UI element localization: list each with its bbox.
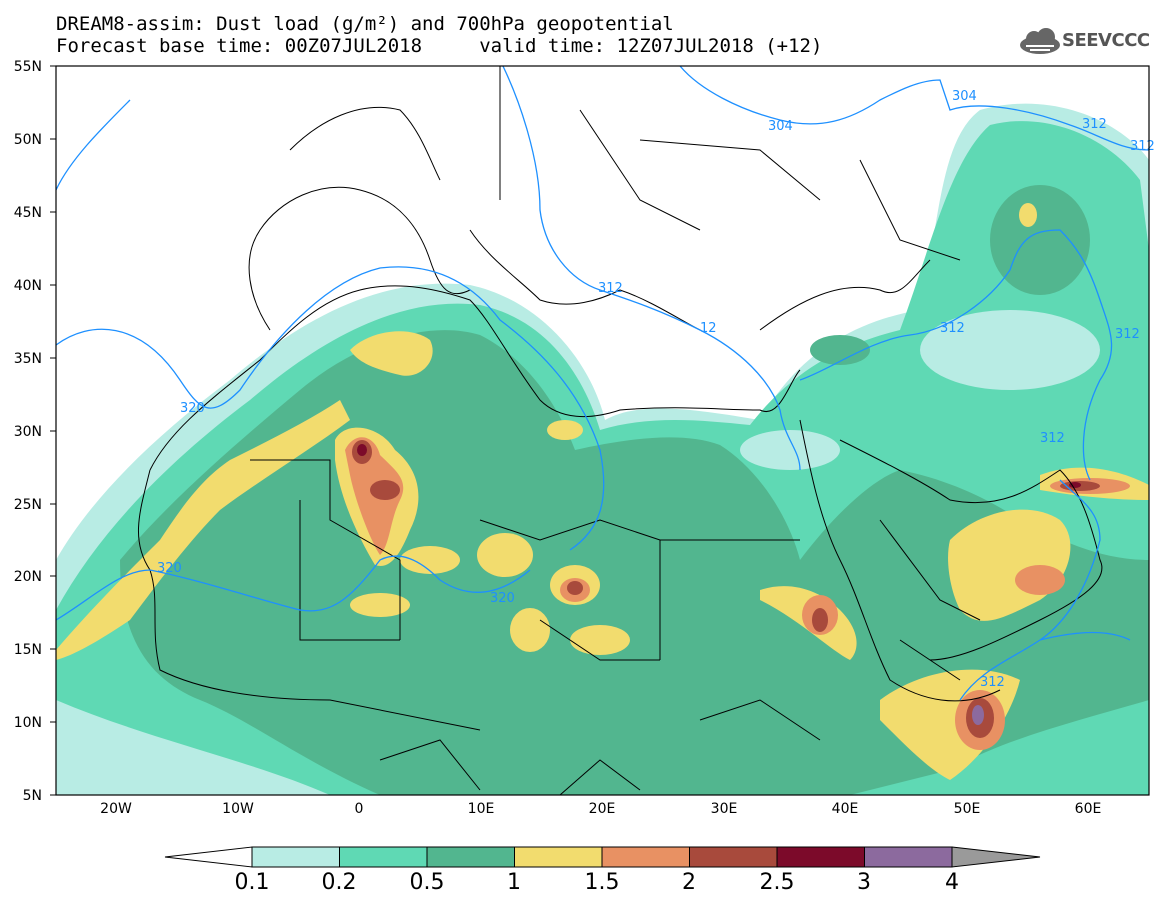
dust-patch	[1015, 565, 1065, 595]
lat-tick-label: 5N	[23, 788, 42, 804]
colorbar-cell	[776, 846, 865, 868]
lon-tick-label: 0	[355, 801, 364, 817]
colorbar-over-arrow	[951, 846, 1041, 868]
lon-tick-label: 60E	[1075, 801, 1102, 817]
lat-tick-label: 15N	[14, 642, 42, 658]
colorbar-label: 0.2	[321, 870, 357, 895]
colorbar-cell	[689, 846, 778, 868]
map-title: DREAM8-assim: Dust load (g/m²) and 700hP…	[56, 13, 674, 35]
map-subtitle: Forecast base time: 00Z07JUL2018 valid t…	[56, 35, 823, 57]
colorbar-label: 1	[507, 870, 521, 895]
contour-label: 312	[1082, 117, 1107, 132]
dust-patch	[477, 533, 533, 577]
lon-tick-label: 30E	[711, 801, 738, 817]
dust-patch	[1019, 203, 1037, 227]
contour-label: 312	[1040, 431, 1065, 446]
contour-label: 304	[768, 119, 793, 134]
colorbar-label: 4	[945, 870, 959, 895]
colorbar-label: 2	[682, 870, 696, 895]
lat-axis: 55N 50N 45N 40N 35N 30N 25N 20N 15N 10N …	[14, 59, 42, 804]
contour-label: 312	[598, 281, 623, 296]
colorbar-cell	[426, 846, 515, 868]
colorbar-label: 0.5	[409, 870, 445, 895]
colorbar-label: 1.5	[584, 870, 620, 895]
lat-tick-label: 20N	[14, 569, 42, 585]
contour-label: 320	[490, 591, 515, 606]
coastlines	[138, 66, 1103, 795]
lon-tick-label: 40E	[832, 801, 859, 817]
colorbar-cell	[864, 846, 953, 868]
dust-patch	[567, 581, 583, 595]
geopotential-contours	[56, 66, 1149, 701]
contour-label: 312	[940, 321, 965, 336]
dust-level-1	[350, 331, 433, 376]
colorbar-label: 0.1	[234, 870, 270, 895]
dust-patch	[510, 608, 550, 652]
lat-tick-label: 10N	[14, 715, 42, 731]
dust-patch	[370, 480, 400, 500]
contour-label: 312	[980, 675, 1005, 690]
contour-label: 12	[700, 321, 717, 336]
lon-tick-label: 20E	[589, 801, 616, 817]
colorbar	[164, 846, 1041, 868]
dust-patch	[810, 335, 870, 365]
lat-tick-label: 50N	[14, 132, 42, 148]
dust-level-1	[56, 400, 350, 660]
lon-axis: 20W 10W 0 10E 20E 30E 40E 50E 60E	[100, 801, 1101, 817]
dust-patch	[972, 705, 984, 725]
colorbar-cells	[251, 846, 953, 868]
dust-patch	[357, 444, 367, 456]
colorbar-cell	[251, 846, 340, 868]
contour-label: 312	[1115, 327, 1140, 342]
dust-patch	[547, 420, 583, 440]
contour-label: 320	[180, 401, 205, 416]
colorbar-label: 3	[857, 870, 871, 895]
contour-label: 320	[157, 561, 182, 576]
colorbar-cell	[339, 846, 428, 868]
contour-label: 304	[952, 89, 977, 104]
dust-patch	[570, 625, 630, 655]
dust-patch	[920, 310, 1100, 390]
dust-patch	[990, 185, 1090, 295]
cloud-icon	[1020, 28, 1060, 54]
logo-text: SEEVCCC	[1062, 30, 1150, 51]
dust-fields	[56, 103, 1149, 795]
lon-tick-label: 10E	[468, 801, 495, 817]
colorbar-cell	[514, 846, 603, 868]
lat-tick-label: 40N	[14, 278, 42, 294]
colorbar-label: 2.5	[759, 870, 795, 895]
lat-tick-label: 25N	[14, 497, 42, 513]
dust-patch	[400, 546, 460, 574]
dust-patch	[812, 608, 828, 632]
dust-patch	[350, 593, 410, 617]
lat-tick-label: 30N	[14, 424, 42, 440]
lon-tick-label: 20W	[100, 801, 132, 817]
colorbar-cell	[601, 846, 690, 868]
lat-tick-label: 45N	[14, 205, 42, 221]
contour-label: 312	[1130, 139, 1155, 154]
lat-ticks	[50, 65, 56, 796]
dust-patch	[1069, 482, 1081, 488]
lon-tick-label: 50E	[954, 801, 981, 817]
seevccc-logo	[1020, 28, 1060, 54]
lat-tick-label: 35N	[14, 351, 42, 367]
colorbar-under-arrow	[164, 846, 253, 868]
lat-tick-label: 55N	[14, 59, 42, 75]
dust-patch	[740, 430, 840, 470]
lon-tick-label: 10W	[222, 801, 254, 817]
